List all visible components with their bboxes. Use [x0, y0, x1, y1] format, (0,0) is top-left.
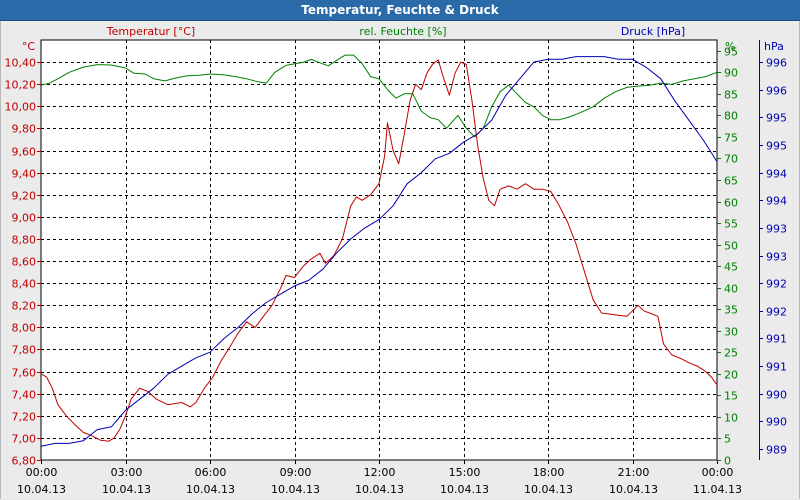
- humidity-unit-label: %: [725, 40, 735, 53]
- temp-tick-label: 10,40: [5, 57, 37, 70]
- pressure-tick-label: 994: [766, 195, 787, 208]
- humidity-tick-label: 75: [724, 132, 738, 145]
- temp-tick-label: 8,80: [12, 234, 37, 247]
- temp-tick-label: 9,40: [12, 168, 37, 181]
- pressure-tick-label: 990: [766, 389, 787, 402]
- pressure-tick-label: 995: [766, 112, 787, 125]
- humidity-tick-label: 80: [724, 110, 738, 123]
- humidity-tick-label: 55: [724, 218, 738, 231]
- temp-tick-label: 7,60: [12, 367, 37, 380]
- temp-tick-label: 8,60: [12, 256, 37, 269]
- humidity-tick-label: 95: [724, 46, 738, 59]
- humidity-line: [40, 54, 718, 138]
- humidity-tick-label: 35: [724, 304, 738, 317]
- humidity-tick-label: 60: [724, 197, 738, 210]
- x-tick-time: 00:00: [26, 466, 58, 479]
- window-title: Temperatur, Feuchte & Druck: [0, 0, 800, 21]
- temp-tick-label: 7,00: [12, 433, 37, 446]
- humidity-tick-label: 15: [724, 390, 738, 403]
- temp-tick-label: 8,20: [12, 300, 37, 313]
- temp-tick-label: 10,20: [5, 79, 37, 92]
- x-tick-time: 03:00: [111, 466, 143, 479]
- x-tick-date: 10.04.13: [17, 483, 66, 496]
- x-tick-time: 15:00: [449, 466, 481, 479]
- humidity-tick-label: 90: [724, 67, 738, 80]
- temp-tick-label: 7,40: [12, 389, 37, 402]
- humidity-tick-label: 0: [724, 455, 731, 468]
- temp-tick-label: 7,80: [12, 344, 37, 357]
- x-tick-time: 12:00: [364, 466, 396, 479]
- x-tick-date: 10.04.13: [355, 483, 404, 496]
- pressure-tick-label: 994: [766, 168, 787, 181]
- humidity-tick-label: 20: [724, 369, 738, 382]
- x-tick-date: 10.04.13: [609, 483, 658, 496]
- grid-lines: [41, 40, 717, 460]
- pressure-tick-label: 991: [766, 333, 787, 346]
- temp-tick-label: 9,80: [12, 123, 37, 136]
- temperature-unit-label: °C: [22, 40, 36, 53]
- temp-tick-label: 8,00: [12, 322, 37, 335]
- pressure-tick-label: 995: [766, 140, 787, 153]
- pressure-tick-label: 989: [766, 444, 787, 457]
- temp-tick-label: 6,80: [12, 455, 37, 468]
- humidity-axis-label: rel. Feuchte [%]: [359, 25, 446, 38]
- humidity-tick-label: 50: [724, 240, 738, 253]
- pressure-tick-label: 996: [766, 57, 787, 70]
- x-tick-time: 09:00: [280, 466, 312, 479]
- x-tick-time: 21:00: [618, 466, 650, 479]
- temp-tick-label: 9,00: [12, 212, 37, 225]
- pressure-tick-label: 992: [766, 278, 787, 291]
- humidity-tick-label: 65: [724, 175, 738, 188]
- pressure-tick-label: 996: [766, 85, 787, 98]
- x-tick-time: 18:00: [533, 466, 565, 479]
- pressure-axis-label: Druck [hPa]: [621, 25, 685, 38]
- temperature-axis-label: Temperatur [°C]: [106, 25, 195, 38]
- pressure-tick-label: 993: [766, 223, 787, 236]
- chart-frame: 6,80 7,00 7,20 7,40 7,60 7,80 8,00 8,20 8,40 8,60…: [0, 21, 800, 499]
- temp-tick-label: 10,00: [5, 101, 37, 114]
- chart: 6,80 7,00 7,20 7,40 7,60 7,80 8,00 8,20 8,40 8,60…: [5, 25, 788, 496]
- humidity-tick-label: 45: [724, 261, 738, 274]
- humidity-tick-label: 10: [724, 412, 738, 425]
- humidity-tick-label: 30: [724, 326, 738, 339]
- temp-tick-label: 9,20: [12, 190, 37, 203]
- pressure-tick-label: 993: [766, 251, 787, 264]
- temp-tick-label: 7,20: [12, 411, 37, 424]
- pressure-line: [40, 56, 718, 447]
- pressure-unit-label: hPa: [764, 40, 784, 53]
- pressure-tick-label: 991: [766, 361, 787, 374]
- x-tick-date: 10.04.13: [102, 483, 151, 496]
- humidity-tick-label: 40: [724, 283, 738, 296]
- temperature-line: [40, 59, 718, 442]
- x-tick-date: 10.04.13: [524, 483, 573, 496]
- x-tick-time: 06:00: [195, 466, 227, 479]
- humidity-tick-label: 85: [724, 89, 738, 102]
- humidity-tick-label: 70: [724, 153, 738, 166]
- humidity-tick-label: 25: [724, 347, 738, 360]
- pressure-tick-label: 990: [766, 416, 787, 429]
- x-tick-date: 10.04.13: [440, 483, 489, 496]
- humidity-tick-label: 5: [724, 433, 731, 446]
- temp-tick-label: 9,60: [12, 146, 37, 159]
- x-tick-date: 11.04.13: [693, 483, 742, 496]
- x-tick-date: 10.04.13: [271, 483, 320, 496]
- pressure-tick-label: 992: [766, 306, 787, 319]
- temp-tick-label: 8,40: [12, 278, 37, 291]
- x-tick-date: 10.04.13: [186, 483, 235, 496]
- x-tick-time: 00:00: [702, 466, 734, 479]
